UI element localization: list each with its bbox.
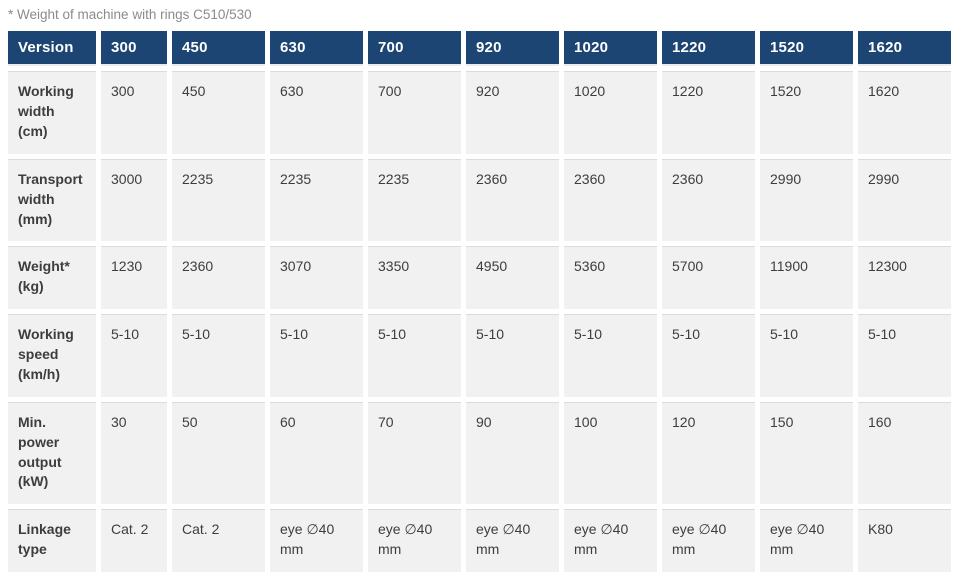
table-cell: 2990 <box>858 158 951 242</box>
table-row: Transport width (mm) 3000 2235 2235 2235 2360… <box>8 158 951 242</box>
row-label: Working width (cm) <box>8 71 96 154</box>
table-cell: 120 <box>662 401 755 505</box>
table-row: Working width (cm) 300 450 630 700 920 1020 122… <box>8 71 951 154</box>
spec-table: Version 300 450 630 700 920 1020 1220 1520 1620 W… <box>3 26 956 575</box>
table-cell: 30 <box>101 401 167 505</box>
table-cell: 12300 <box>858 246 951 310</box>
table-cell: 3070 <box>270 246 363 310</box>
table-cell: 700 <box>368 71 461 154</box>
row-label: Working speed (km/h) <box>8 314 96 397</box>
table-cell: 1220 <box>662 71 755 154</box>
table-cell: 1230 <box>101 246 167 310</box>
table-cell: eye ∅40 mm <box>662 509 755 573</box>
column-header: 1620 <box>858 31 951 67</box>
table-cell: 920 <box>466 71 559 154</box>
row-label: Weight* (kg) <box>8 246 96 310</box>
table-caption: * Weight of machine with rings C510/530 <box>8 7 252 22</box>
header-row: Version 300 450 630 700 920 1020 1220 1520 1620 <box>8 31 951 67</box>
table-cell: eye ∅40 mm <box>368 509 461 573</box>
table-cell: eye ∅40 mm <box>270 509 363 573</box>
table-cell: 1020 <box>564 71 657 154</box>
table-cell: 60 <box>270 401 363 505</box>
table-cell: 3000 <box>101 158 167 242</box>
column-header: 1020 <box>564 31 657 67</box>
table-cell: 11900 <box>760 246 853 310</box>
table-cell: 2235 <box>368 158 461 242</box>
table-cell: 5-10 <box>564 314 657 397</box>
table-cell: 3350 <box>368 246 461 310</box>
row-label: Linkage type <box>8 509 96 573</box>
table-cell: 5-10 <box>466 314 559 397</box>
table-cell: 1520 <box>760 71 853 154</box>
table-cell: 2360 <box>466 158 559 242</box>
table-cell: 2360 <box>172 246 265 310</box>
row-label: Transport width (mm) <box>8 158 96 242</box>
column-header: 450 <box>172 31 265 67</box>
row-label: Min. power output (kW) <box>8 401 96 505</box>
table-cell: 2990 <box>760 158 853 242</box>
table-cell: 4950 <box>466 246 559 310</box>
table-body: Working width (cm) 300 450 630 700 920 1020 122… <box>8 71 951 575</box>
table-cell: 300 <box>101 71 167 154</box>
column-header: 300 <box>101 31 167 67</box>
table-cell: 90 <box>466 401 559 505</box>
table-row: Weight* (kg) 1230 2360 3070 3350 4950 5360 5700… <box>8 246 951 310</box>
table-cell: eye ∅40 mm <box>760 509 853 573</box>
table-cell: 2235 <box>172 158 265 242</box>
table-cell: eye ∅40 mm <box>466 509 559 573</box>
table-cell: Cat. 2 <box>172 509 265 573</box>
table-cell: 100 <box>564 401 657 505</box>
table-cell: Cat. 2 <box>101 509 167 573</box>
table-cell: 5700 <box>662 246 755 310</box>
table-cell: 1620 <box>858 71 951 154</box>
column-header-version: Version <box>8 31 96 67</box>
table-cell: 5-10 <box>760 314 853 397</box>
table-cell: 2235 <box>270 158 363 242</box>
column-header: 700 <box>368 31 461 67</box>
table-row: Min. power output (kW) 30 50 60 70 90 100 120 15… <box>8 401 951 505</box>
table-cell: 2360 <box>662 158 755 242</box>
table-cell: 450 <box>172 71 265 154</box>
table-cell: eye ∅40 mm <box>564 509 657 573</box>
table-cell: 5-10 <box>172 314 265 397</box>
table-cell: 50 <box>172 401 265 505</box>
table-cell: 5-10 <box>368 314 461 397</box>
table-cell: 5-10 <box>662 314 755 397</box>
table-cell: K80 <box>858 509 951 573</box>
table-cell: 5-10 <box>270 314 363 397</box>
column-header: 630 <box>270 31 363 67</box>
column-header: 920 <box>466 31 559 67</box>
table-row: Linkage type Cat. 2 Cat. 2 eye ∅40 mm eye ∅4… <box>8 509 951 573</box>
column-header: 1220 <box>662 31 755 67</box>
table-cell: 5-10 <box>858 314 951 397</box>
table-cell: 70 <box>368 401 461 505</box>
table-cell: 5360 <box>564 246 657 310</box>
table-cell: 5-10 <box>101 314 167 397</box>
table-cell: 2360 <box>564 158 657 242</box>
table-cell: 150 <box>760 401 853 505</box>
column-header: 1520 <box>760 31 853 67</box>
table-cell: 630 <box>270 71 363 154</box>
table-cell: 160 <box>858 401 951 505</box>
table-row: Working speed (km/h) 5-10 5-10 5-10 5-10 5-10… <box>8 314 951 397</box>
